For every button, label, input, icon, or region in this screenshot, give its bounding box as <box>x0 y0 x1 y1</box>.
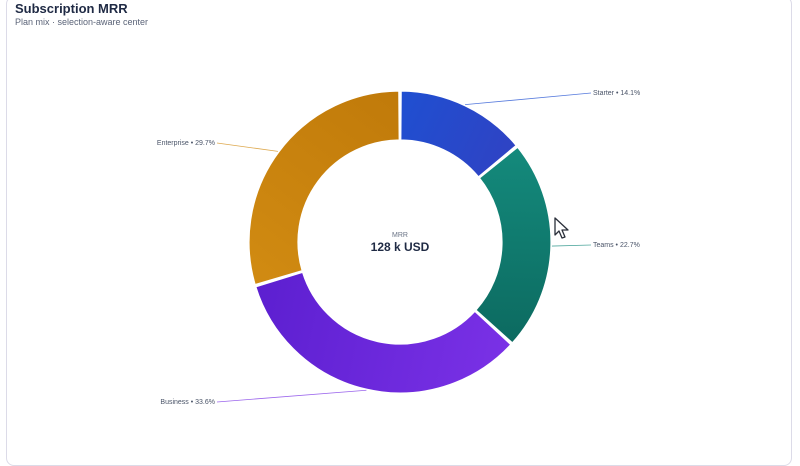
slice-label-starter: Starter • 14.1% <box>593 90 640 97</box>
slice-labels: Starter • 14.1% Teams • 22.7% Business • 3… <box>157 90 640 406</box>
leader-lines <box>216 92 592 403</box>
chart-title: Subscription MRR <box>15 1 128 16</box>
donut-slice-enterprise[interactable] <box>248 90 400 286</box>
leader-line-business <box>216 389 367 403</box>
donut-slice-business[interactable] <box>255 271 512 394</box>
center-value: 128 k USD <box>371 240 430 254</box>
center-caption: MRR <box>392 232 408 239</box>
leader-line-starter <box>465 92 592 106</box>
donut-slices <box>248 90 552 394</box>
donut-chart: Starter • 14.1% Teams • 22.7% Business • 3… <box>157 90 640 406</box>
slice-label-business: Business • 33.6% <box>160 399 215 406</box>
chart-subtitle: Plan mix · selection-aware center <box>15 17 149 27</box>
slice-label-enterprise: Enterprise • 29.7% <box>157 140 215 147</box>
leader-line-teams <box>551 244 592 247</box>
donut-slice-starter[interactable] <box>400 90 517 178</box>
mouse-pointer-icon <box>554 217 569 239</box>
donut-slice-teams[interactable] <box>475 146 552 344</box>
slice-label-teams: Teams • 22.7% <box>593 242 640 249</box>
leader-line-enterprise <box>216 142 279 152</box>
